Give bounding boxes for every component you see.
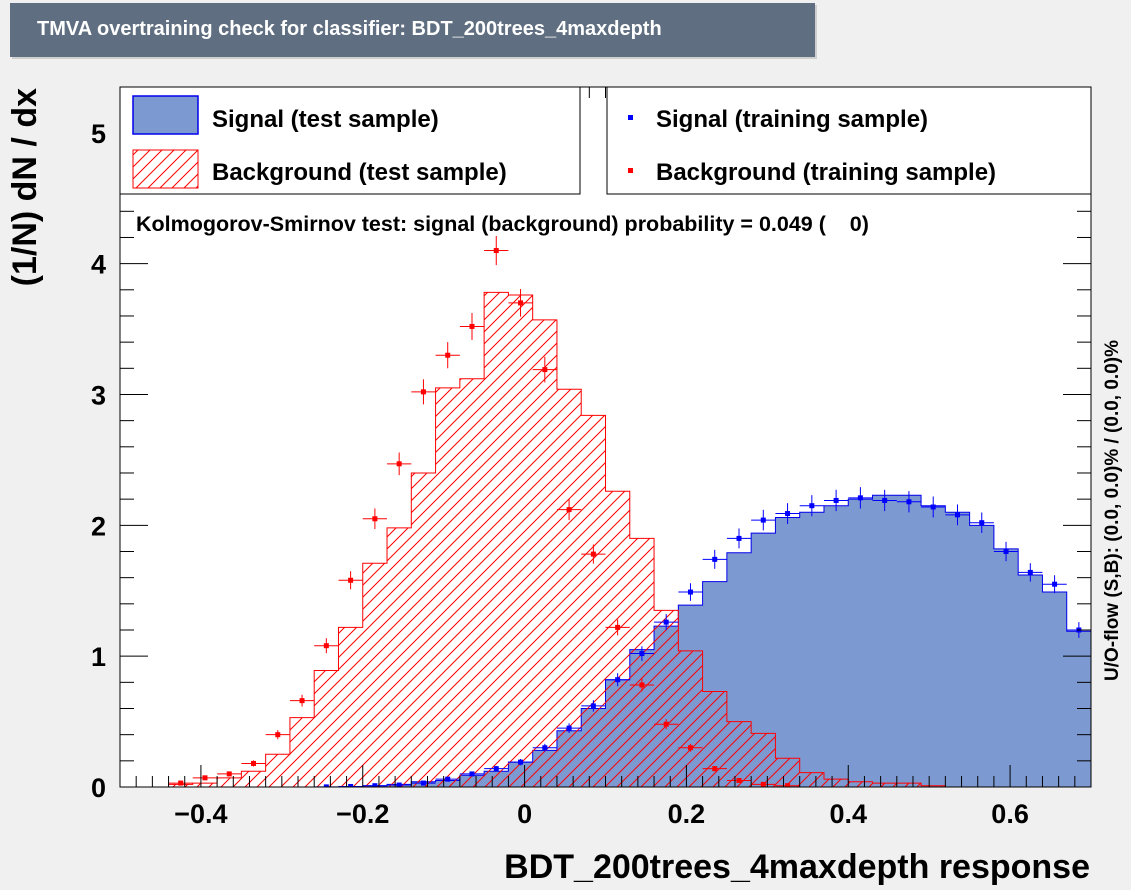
- signal-training-point: [556, 723, 582, 733]
- background-training-point: [314, 638, 339, 654]
- background-training-point: [411, 379, 436, 405]
- signal-training-point: [751, 509, 776, 531]
- background-training-point: [508, 289, 533, 317]
- signal-training-point: [678, 583, 703, 601]
- chart-title: TMVA overtraining check for classifier: …: [37, 18, 662, 40]
- signal-training-point: [654, 614, 679, 631]
- legend-background-test-swatch: [132, 149, 199, 189]
- background-training-point: [362, 508, 388, 530]
- signal-training-point: [338, 783, 363, 787]
- y-tick-label: 3: [91, 380, 106, 410]
- signal-training-point: [1115, 718, 1131, 728]
- background-training-point: [532, 356, 557, 383]
- background-training-point: [726, 777, 752, 783]
- background-training-point: [702, 765, 727, 772]
- y-tick-label: 0: [91, 773, 106, 803]
- background-test-histogram: [120, 291, 1091, 787]
- title-box: TMVA overtraining check for classifier: …: [10, 3, 815, 57]
- y-tick-label: 4: [91, 250, 106, 280]
- signal-training-point: [362, 783, 388, 787]
- background-training-point: [168, 780, 193, 786]
- y-axis-label: (1/N) dN / dx: [6, 88, 44, 286]
- signal-training-point: [581, 700, 606, 712]
- overflow-label: U/O-flow (S,B): (0.0, 0.0)% / (0.0, 0.0)…: [1102, 340, 1123, 681]
- legend-background-training-marker: [628, 168, 633, 173]
- signal-training-point: [726, 528, 752, 549]
- x-tick-label: 0: [517, 799, 532, 829]
- legend-left: Signal (test sample) Background (test sa…: [119, 86, 581, 195]
- background-training-point: [217, 771, 242, 777]
- legend-signal-test-swatch: [132, 95, 199, 135]
- ks-test-annotation: Kolmogorov-Smirnov test: signal (backgro…: [136, 212, 869, 236]
- signal-training-point: [484, 765, 509, 772]
- background-training-point: [775, 783, 800, 787]
- signal-training-point: [799, 495, 824, 517]
- background-training-point: [241, 760, 266, 767]
- background-training-point: [556, 499, 582, 521]
- signal-training-point: [1042, 575, 1067, 594]
- legend-signal-training-marker: [628, 115, 633, 120]
- signal-training-point: [435, 776, 460, 782]
- signal-training-point: [508, 759, 533, 766]
- legend-signal-test-label: Signal (test sample): [212, 106, 439, 133]
- signal-training-point: [387, 782, 412, 787]
- background-training-point: [387, 452, 412, 476]
- signal-training-point: [459, 771, 485, 777]
- legend-right: Signal (training sample) Background (tra…: [606, 86, 1092, 195]
- background-training-point: [678, 743, 703, 752]
- signal-training-point: [411, 780, 436, 786]
- signal-training-point: [775, 503, 800, 524]
- signal-training-point: [605, 673, 630, 687]
- background-training-point: [605, 619, 630, 636]
- y-tick-label: 1: [91, 642, 106, 672]
- signal-training-point: [945, 504, 970, 526]
- y-tick-label: 2: [91, 511, 106, 541]
- background-training-point: [751, 781, 776, 787]
- x-tick-label: −0.2: [336, 799, 389, 829]
- x-tick-label: 0.2: [668, 799, 706, 829]
- background-training-point: [192, 775, 218, 781]
- background-training-point: [654, 719, 679, 730]
- background-training-point: [289, 694, 315, 707]
- background-training-point: [484, 235, 509, 266]
- x-tick-label: 0.4: [829, 799, 867, 829]
- signal-training-point: [629, 646, 655, 661]
- signal-training-point: [872, 489, 897, 512]
- x-tick-label: 0.6: [991, 799, 1029, 829]
- signal-training-point: [969, 512, 994, 533]
- background-training-point: [459, 312, 485, 340]
- signal-training-point: [1018, 563, 1043, 582]
- background-training-point: [629, 678, 655, 692]
- legend-signal-training-label: Signal (training sample): [656, 106, 928, 133]
- signal-training-point: [921, 496, 946, 518]
- background-training-point: [265, 730, 290, 740]
- legend-background-test-label: Background (test sample): [212, 159, 507, 186]
- signal-training-point: [848, 487, 873, 509]
- signal-training-point: [993, 541, 1019, 562]
- signal-training-point: [532, 743, 557, 752]
- legend-background-training-label: Background (training sample): [656, 159, 996, 186]
- background-training-point: [338, 571, 363, 590]
- x-axis-label: BDT_200trees_4maxdepth response: [504, 848, 1090, 886]
- x-tick-label: −0.4: [174, 799, 227, 829]
- y-tick-label: 5: [91, 119, 106, 149]
- signal-training-point: [896, 491, 922, 513]
- background-training-point: [435, 342, 460, 369]
- signal-training-point: [702, 549, 727, 569]
- signal-training-point: [823, 489, 849, 512]
- background-training-point: [581, 544, 606, 564]
